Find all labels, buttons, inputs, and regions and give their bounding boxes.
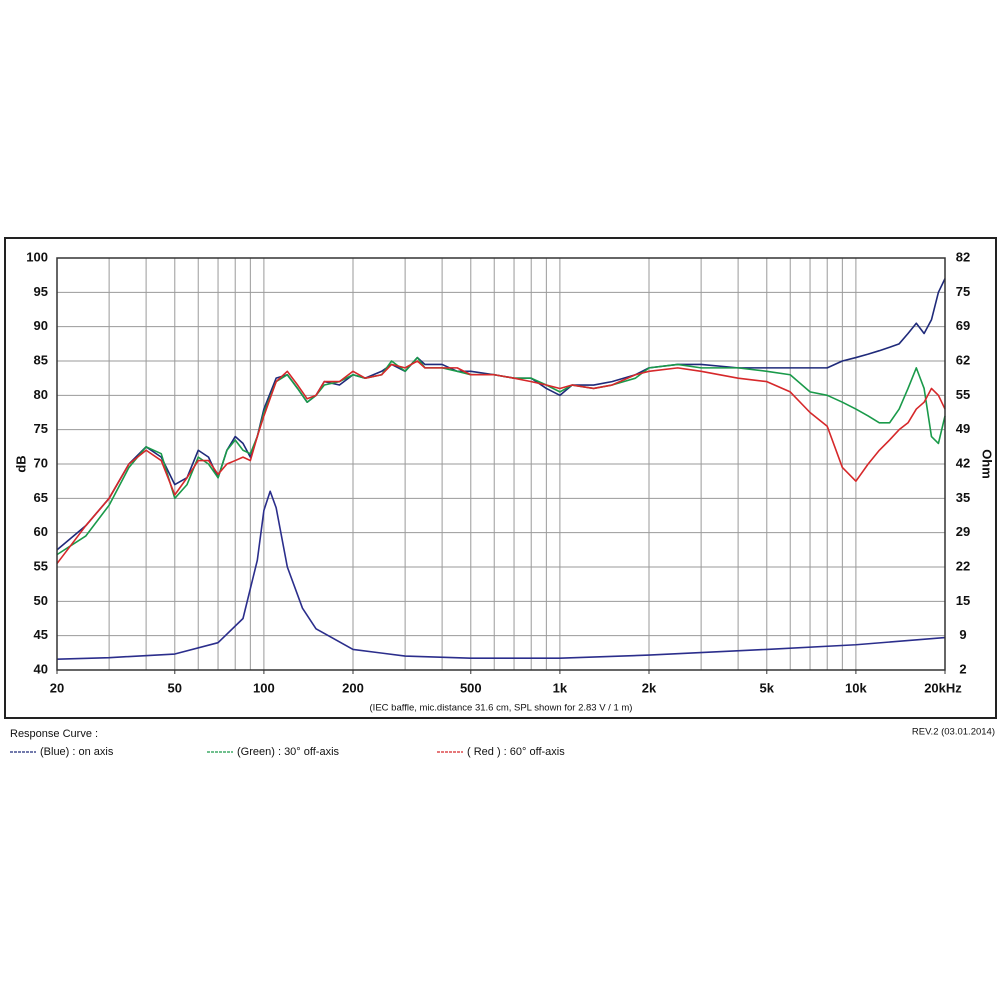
- y-tick-label: 90: [34, 318, 48, 333]
- x-tick-label: 20: [50, 680, 64, 695]
- y2-tick-label: 75: [956, 284, 970, 299]
- y-tick-label: 85: [34, 352, 48, 367]
- impedance-curve: [56, 490, 946, 660]
- y2-tick-label: 49: [956, 421, 970, 436]
- x-tick-label: 500: [460, 680, 482, 695]
- x-tick-label: 5k: [760, 680, 775, 695]
- x-tick-label: 20kHz: [924, 680, 962, 695]
- y-tick-label: 80: [34, 387, 48, 402]
- y-tick-label: 100: [26, 249, 48, 264]
- y2-tick-label: 69: [956, 318, 970, 333]
- y2-tick-label: 82: [956, 249, 970, 264]
- x-tick-label: 2k: [642, 680, 657, 695]
- x-tick-label: 100: [253, 680, 275, 695]
- response-curve: [56, 360, 946, 565]
- grid: [56, 257, 946, 674]
- y2-axis-label: Ohm: [980, 449, 995, 479]
- y-tick-label: 65: [34, 490, 48, 505]
- legend-label: (Green) : 30° off-axis: [237, 746, 340, 758]
- y-tick-label: 40: [34, 661, 48, 676]
- y2-tick-label: 9: [959, 627, 966, 642]
- y-axis-label: dB: [13, 455, 28, 472]
- y-tick-label: 60: [34, 524, 48, 539]
- y-tick-label: 70: [34, 455, 48, 470]
- y-tick-label: 75: [34, 421, 48, 436]
- response-curve: [56, 356, 946, 556]
- y2-tick-label: 15: [956, 593, 970, 608]
- y-tick-label: 45: [34, 627, 48, 642]
- legend: (Blue) : on axis (Green) : 30° off-axis ( …: [10, 746, 565, 758]
- revision: REV.2 (03.01.2014): [912, 727, 995, 738]
- y2-tick-label: 42: [956, 455, 970, 470]
- y2-tick-label: 35: [956, 490, 970, 505]
- legend-title: Response Curve :: [10, 728, 98, 740]
- y-tick-label: 50: [34, 593, 48, 608]
- y2-tick-label: 2: [959, 661, 966, 676]
- x-tick-label: 200: [342, 680, 364, 695]
- y2-tick-label: 62: [956, 352, 970, 367]
- y2-tick-label: 55: [956, 387, 970, 402]
- x-tick-label: 50: [168, 680, 182, 695]
- legend-label: ( Red ) : 60° off-axis: [467, 746, 565, 758]
- y-tick-label: 55: [34, 558, 48, 573]
- legend-label: (Blue) : on axis: [40, 746, 114, 758]
- x-tick-label: 10k: [845, 680, 867, 695]
- plot-frame: [56, 257, 946, 671]
- note: (IEC baffle, mic.distance 31.6 cm, SPL s…: [370, 703, 633, 714]
- y-tick-label: 95: [34, 284, 48, 299]
- y2-tick-label: 22: [956, 558, 970, 573]
- x-tick-label: 1k: [553, 680, 568, 695]
- y2-tick-label: 29: [956, 524, 970, 539]
- curves: [56, 278, 946, 660]
- frame: [4, 237, 997, 719]
